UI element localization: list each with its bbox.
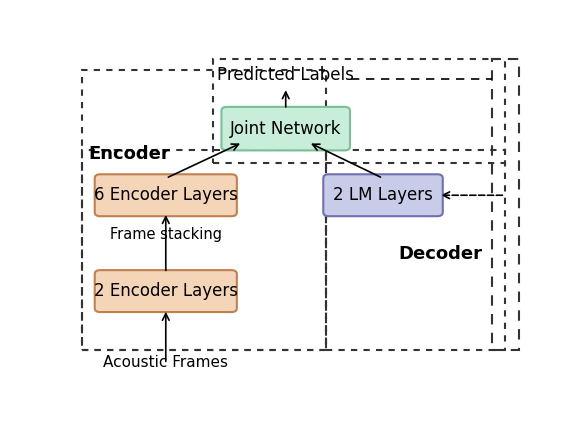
- Text: Predicted Labels: Predicted Labels: [217, 66, 354, 84]
- Text: Decoder: Decoder: [399, 246, 483, 263]
- FancyBboxPatch shape: [221, 107, 350, 150]
- Bar: [82, 70, 326, 349]
- Text: 2 Encoder Layers: 2 Encoder Layers: [94, 282, 238, 300]
- Bar: [213, 59, 505, 163]
- Text: Joint Network: Joint Network: [230, 119, 342, 138]
- FancyBboxPatch shape: [95, 174, 237, 216]
- Text: Frame stacking: Frame stacking: [110, 227, 222, 242]
- FancyBboxPatch shape: [95, 270, 237, 312]
- Text: Encoder: Encoder: [89, 145, 171, 163]
- FancyBboxPatch shape: [324, 174, 443, 216]
- Text: 2 LM Layers: 2 LM Layers: [333, 186, 433, 204]
- Text: Acoustic Frames: Acoustic Frames: [103, 355, 228, 370]
- Text: 6 Encoder Layers: 6 Encoder Layers: [94, 186, 238, 204]
- Bar: [82, 150, 326, 349]
- Bar: [326, 150, 505, 349]
- Bar: [492, 59, 519, 349]
